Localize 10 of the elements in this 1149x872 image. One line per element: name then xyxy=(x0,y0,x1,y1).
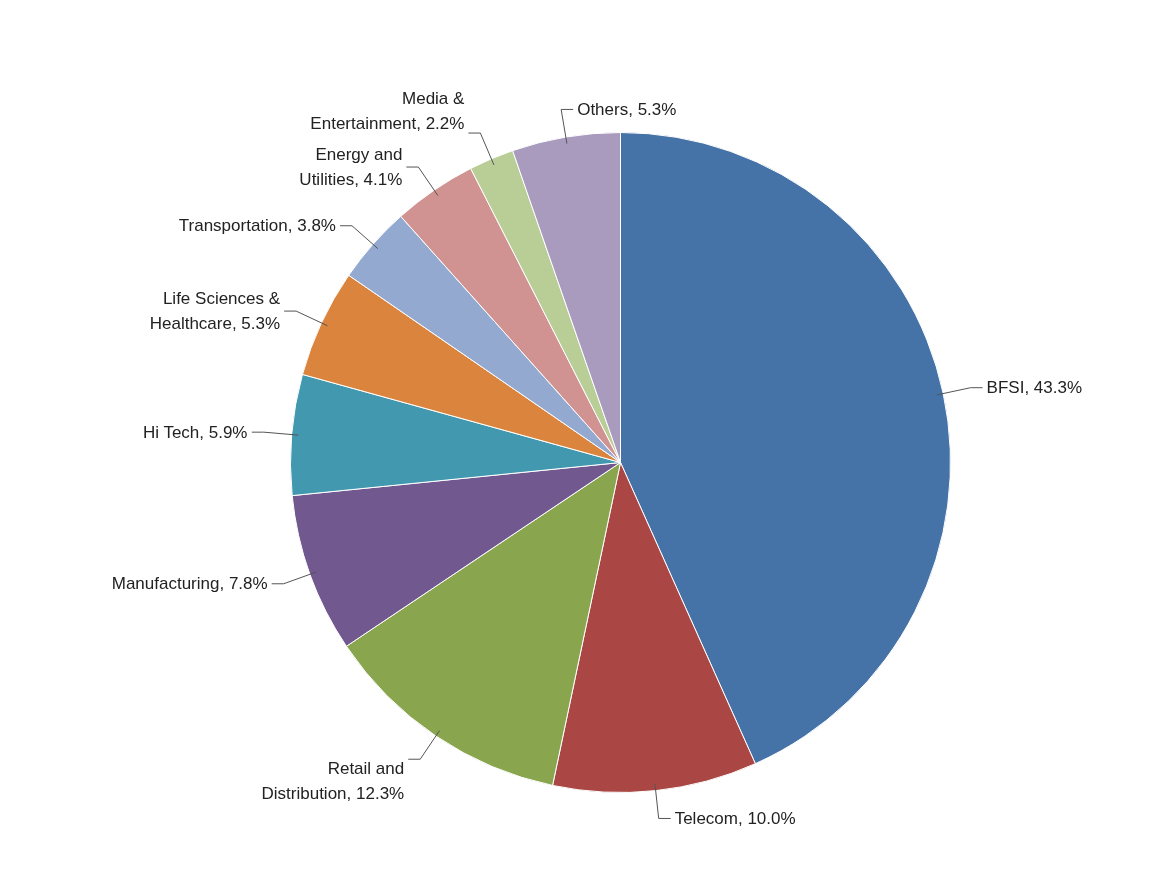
slice-label: Transportation, 3.8% xyxy=(178,216,336,236)
slice-label: Telecom, 10.0% xyxy=(674,808,796,828)
slice-label: Retail and Distribution, 12.3% xyxy=(261,759,405,803)
slice-label: Manufacturing, 7.8% xyxy=(111,574,268,594)
slice-label: Media & Entertainment, 2.2% xyxy=(310,89,466,134)
slice-label: Hi Tech, 5.9% xyxy=(142,422,248,442)
slice-label: Others, 5.3% xyxy=(577,99,677,119)
slice-label: Life Sciences & Healthcare, 5.3% xyxy=(149,289,281,333)
slice-label: BFSI, 43.3% xyxy=(986,378,1083,398)
slice-label: Energy and Utilities, 4.1% xyxy=(299,145,403,189)
